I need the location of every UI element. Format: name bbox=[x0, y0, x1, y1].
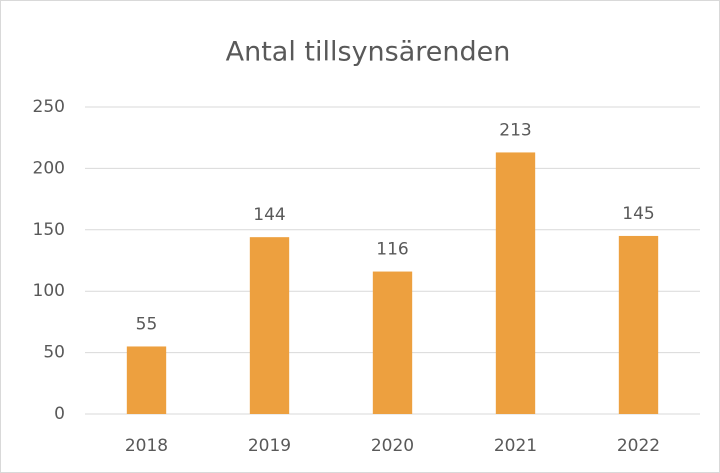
y-tick-label: 150 bbox=[33, 220, 65, 240]
data-label: 213 bbox=[499, 120, 531, 140]
chart-title: Antal tillsynsärenden bbox=[226, 37, 511, 68]
data-label: 116 bbox=[376, 240, 408, 260]
bar bbox=[495, 152, 536, 414]
y-tick-label: 250 bbox=[33, 97, 65, 117]
data-label: 145 bbox=[622, 204, 654, 224]
y-tick-label: 0 bbox=[54, 404, 65, 424]
x-tick-label: 2019 bbox=[248, 436, 291, 456]
data-label: 144 bbox=[253, 205, 285, 225]
y-tick-label: 100 bbox=[33, 281, 65, 301]
data-label: 55 bbox=[136, 314, 158, 334]
x-tick-label: 2018 bbox=[125, 436, 168, 456]
x-tick-label: 2022 bbox=[617, 436, 660, 456]
bar bbox=[126, 346, 167, 414]
x-tick-label: 2021 bbox=[494, 436, 537, 456]
y-tick-label: 200 bbox=[33, 158, 65, 178]
bar bbox=[618, 235, 659, 414]
bar bbox=[372, 271, 413, 414]
y-tick-label: 50 bbox=[43, 343, 65, 363]
bar bbox=[249, 237, 290, 414]
x-tick-label: 2020 bbox=[371, 436, 414, 456]
